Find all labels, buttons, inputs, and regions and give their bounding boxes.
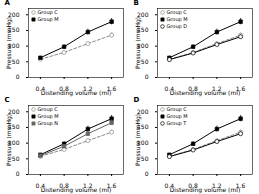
- svg-text:50: 50: [12, 58, 20, 65]
- svg-text:C: C: [5, 97, 10, 104]
- svg-text:100: 100: [8, 42, 20, 50]
- svg-text:Group T: Group T: [167, 120, 188, 127]
- svg-text:100: 100: [8, 139, 20, 147]
- svg-text:Distending volume (ml): Distending volume (ml): [170, 186, 241, 194]
- svg-text:0: 0: [145, 170, 149, 177]
- svg-text:150: 150: [137, 26, 149, 34]
- svg-text:Group C: Group C: [167, 9, 188, 16]
- svg-text:Group M: Group M: [167, 113, 188, 120]
- svg-text:Pressure (mmHg): Pressure (mmHg): [134, 114, 142, 166]
- svg-text:100: 100: [137, 42, 149, 50]
- svg-text:Group C: Group C: [38, 9, 59, 16]
- svg-text:0: 0: [16, 73, 20, 80]
- svg-text:Group M: Group M: [38, 16, 59, 23]
- svg-text:200: 200: [137, 11, 149, 18]
- svg-text:0: 0: [16, 170, 20, 177]
- svg-text:1.6: 1.6: [106, 181, 117, 189]
- svg-text:200: 200: [137, 108, 149, 115]
- svg-text:100: 100: [137, 139, 149, 147]
- svg-text:200: 200: [8, 11, 20, 18]
- svg-text:D: D: [134, 97, 140, 104]
- svg-text:150: 150: [8, 123, 20, 131]
- svg-text:Pressure (mmHg): Pressure (mmHg): [134, 17, 142, 69]
- svg-text:50: 50: [141, 155, 149, 162]
- svg-text:150: 150: [137, 123, 149, 131]
- svg-text:Group M: Group M: [167, 16, 188, 23]
- svg-text:150: 150: [8, 26, 20, 34]
- svg-text:Distending volume (ml): Distending volume (ml): [41, 89, 112, 97]
- svg-text:Group M: Group M: [38, 113, 59, 120]
- svg-text:1.6: 1.6: [235, 84, 246, 92]
- svg-text:Group C: Group C: [38, 106, 59, 113]
- svg-text:Pressure (mmHg): Pressure (mmHg): [5, 114, 13, 166]
- svg-text:1.6: 1.6: [106, 84, 117, 92]
- svg-text:50: 50: [141, 58, 149, 65]
- svg-text:Group N: Group N: [38, 120, 59, 127]
- svg-text:200: 200: [8, 108, 20, 115]
- svg-text:Distending volume (ml): Distending volume (ml): [41, 186, 112, 194]
- svg-text:50: 50: [12, 155, 20, 162]
- svg-text:A: A: [5, 0, 11, 7]
- svg-text:0: 0: [145, 73, 149, 80]
- svg-text:B: B: [134, 0, 139, 7]
- svg-text:Group C: Group C: [167, 106, 188, 113]
- svg-text:Pressure (mmHg): Pressure (mmHg): [5, 17, 13, 69]
- svg-text:Distending volume (ml): Distending volume (ml): [170, 89, 241, 97]
- svg-text:Group D: Group D: [167, 23, 188, 30]
- svg-text:1.6: 1.6: [235, 181, 246, 189]
